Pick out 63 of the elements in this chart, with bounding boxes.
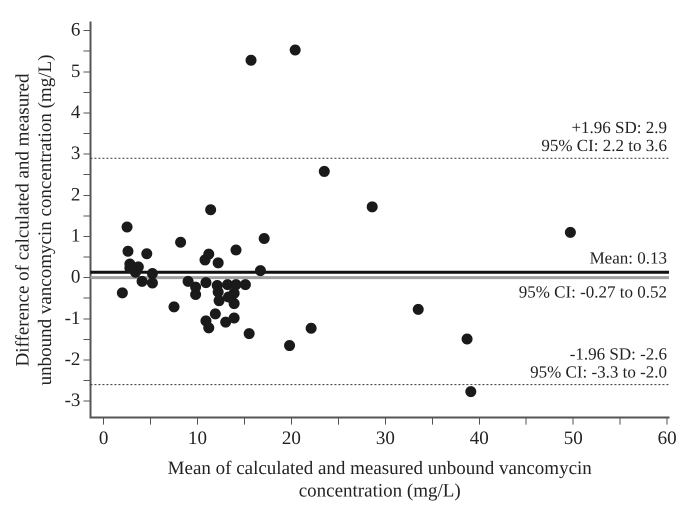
annotation: 95% CI: -3.3 to -2.0 [530,362,667,382]
point [190,289,202,300]
y-tick-label: 3 [70,143,80,164]
y-tick-label: 0 [70,266,80,288]
ref-line-label: +1.96 SD: 2.9 [571,118,667,138]
point [203,248,214,260]
point [116,287,128,298]
point [220,316,232,328]
x-tick-label: 50 [564,428,583,449]
y-axis-title: Difference of calculated and measured unbound vancomycin concentration (mg/L) [12,54,56,386]
point [258,233,270,244]
point [141,248,152,260]
x-tick-label: 20 [282,428,301,449]
point [212,257,224,268]
point [412,304,424,315]
point [246,54,257,66]
ref-line-label: Mean: 0.13 [590,248,667,268]
point [212,286,224,298]
ref-line-label: -1.96 SD: -2.6 [570,344,667,364]
point [366,201,378,212]
x-tick-label: 60 [658,428,677,449]
point [146,277,158,288]
point [175,236,186,248]
point [240,279,251,290]
x-tick-label: 40 [470,428,489,449]
point [290,44,301,56]
y-tick-label: 2 [70,184,80,206]
y-tick-label: 4 [70,102,81,123]
point [210,308,221,320]
annotation: 95% CI: 2.2 to 3.6 [541,136,667,156]
point [564,226,576,238]
y-tick-label: 6 [70,20,80,41]
y-tick-label: -1 [64,308,80,329]
y-tick-label: 5 [70,60,80,82]
point [200,277,212,288]
point [228,288,240,299]
point [122,246,134,257]
point [228,312,240,324]
point [214,295,225,306]
point [122,222,133,232]
y-tick-label: -3 [64,390,80,412]
point [465,386,476,398]
point [168,301,180,312]
point [228,298,240,310]
y-tick-label: 1 [70,225,80,246]
x-tick-label: 10 [188,428,207,449]
point [182,276,194,287]
annotation: 95% CI: -0.27 to 0.52 [518,282,667,302]
point [230,244,242,256]
point [244,328,255,340]
point [205,204,216,216]
y-tick-label: -2 [64,348,80,370]
point [136,276,148,287]
point [146,268,158,280]
x-tick-label: 0 [98,428,108,449]
point [254,265,266,276]
point [462,333,473,344]
x-tick-label: 30 [376,428,395,449]
point [318,166,330,177]
point [203,322,214,334]
x-axis-title: Mean of calculated and measured unbound vancomycin concentration (mg/L) [168,458,592,502]
point [284,340,296,352]
point [306,322,317,334]
